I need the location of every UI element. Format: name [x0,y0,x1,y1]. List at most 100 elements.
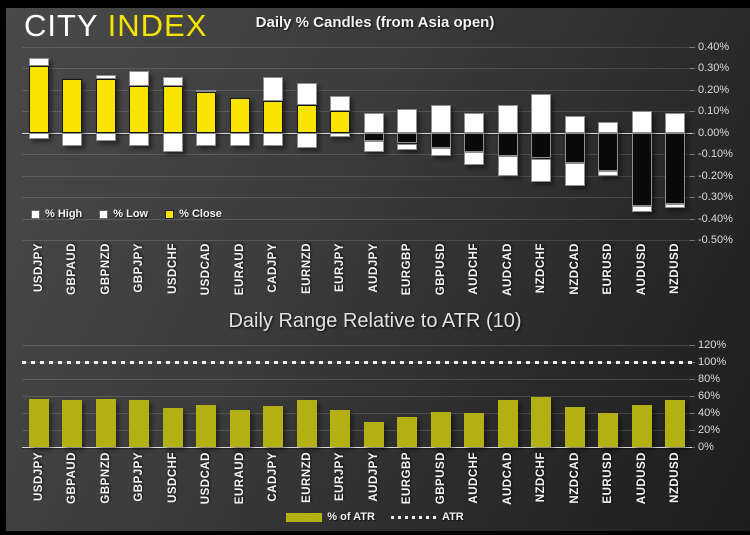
candles-plot-area [22,47,692,241]
high-segment [397,109,418,133]
x-axis-slot: EURJPY [324,452,358,508]
x-axis-label-eurjpy: EURJPY [334,243,347,293]
atr-reference-line [22,361,692,364]
x-axis-label-nzdusd: NZDUSD [669,452,682,503]
x-axis-label-audcad: AUDCAD [501,243,514,296]
x-axis-slot: AUDJPY [357,452,391,508]
atr-bar-usdchf [162,407,183,447]
atr-bar-usdcad [196,405,217,447]
candle-eurusd [598,47,619,240]
high-segment [598,122,619,133]
y-axis-label: -0.20% [698,169,733,182]
close-segment-down [598,132,619,172]
y-axis-tick [690,218,695,220]
close-swatch-icon [165,209,175,219]
x-axis-label-gbpaud: GBPAUD [66,243,79,295]
x-axis-slot: USDJPY [22,452,56,508]
x-axis-label-eurgbp: EURGBP [401,452,414,505]
y-axis-tick [690,68,695,70]
high-segment [263,77,284,101]
x-axis-slot: EURUSD [592,243,626,301]
atr-bar-eurgbp [397,417,418,447]
legend-label-atr: ATR [441,511,464,523]
x-axis-label-cadjpy: CADJPY [267,452,280,502]
close-segment-down [497,132,518,157]
y-axis-label: -0.40% [698,212,733,225]
atr-bar-nzdcad [564,407,585,447]
x-axis-label-nzdcad: NZDCAD [568,452,581,504]
high-segment [665,113,686,133]
candles-legend: % High % Low % Close [31,208,222,220]
atr-bar-nzdchf [531,396,552,447]
close-segment-up [330,111,351,133]
x-axis-label-audchf: AUDCHF [468,452,481,504]
atr-bar-audjpy [363,421,384,447]
high-segment [497,104,518,133]
x-axis-slot: EURAUD [223,452,257,508]
x-axis-label-audcad: AUDCAD [501,452,514,505]
candle-eurjpy [330,47,351,240]
logo-text-index: INDEX [107,8,208,43]
x-axis-slot: AUDCHF [458,452,492,508]
low-segment [531,158,552,183]
candle-nzdusd [665,47,686,240]
close-segment-down [464,132,485,153]
low-segment [330,132,351,138]
close-segment-up [263,100,284,133]
x-axis-label-nzdusd: NZDUSD [669,243,682,294]
gridline [22,89,692,91]
high-segment [564,115,585,133]
gridline [22,396,692,397]
low-swatch-icon [99,209,109,219]
low-segment [665,203,686,208]
close-segment-down [665,132,686,204]
legend-item-close: % Close [165,208,222,220]
candle-cadjpy [263,47,284,240]
gridline [22,240,692,241]
high-segment [28,57,49,67]
atr-bar-eurjpy [330,410,351,447]
gridline [22,218,692,220]
logo-text-city: CITY [24,8,99,43]
candle-audchf [464,47,485,240]
atr-y-axis: 120% 100% 80% 60% 40% 20% 0% [690,339,750,453]
legend-item-pct-of-atr: % of ATR [286,511,375,523]
y-axis-label: 40% [698,407,721,419]
y-axis-tick [690,379,695,380]
close-segment-up [162,85,183,133]
window-edge-bottom [0,531,750,535]
x-axis-slot: EURAUD [223,243,257,301]
atr-bar-gbpjpy [129,400,150,447]
x-axis-label-gbpnzd: GBPNZD [99,452,112,504]
y-axis-label: 0.10% [698,105,730,118]
x-axis-slot: NZDCAD [558,452,592,508]
gridline [22,379,692,380]
x-axis-label-eurgbp: EURGBP [401,243,414,296]
x-axis-label-eurnzd: EURNZD [300,452,313,503]
candle-gbpjpy [129,47,150,240]
x-axis-slot: CADJPY [257,452,291,508]
low-segment [196,132,217,146]
gridline [22,430,692,431]
candle-gbpnzd [95,47,116,240]
gridline [22,197,692,199]
x-axis-label-gbpjpy: GBPJPY [133,452,146,502]
gridline [22,413,692,414]
x-axis-slot: CADJPY [257,243,291,301]
x-axis-label-gbpaud: GBPAUD [66,452,79,504]
candles-x-axis: USDJPY GBPAUD GBPNZD GBPJPY USDCHF USDCAD EURA… [22,243,692,301]
atr-bar-audcad [497,400,518,447]
x-axis-label-euraud: EURAUD [233,243,246,296]
x-axis-label-nzdcad: NZDCAD [568,243,581,295]
close-segment-up [28,66,49,133]
x-axis-label-usdchf: USDCHF [166,243,179,294]
y-axis-tick [690,175,695,177]
low-segment [631,205,652,213]
y-axis-label: 0% [698,441,714,453]
x-axis-slot: AUDCAD [491,452,525,508]
y-axis-tick [690,89,695,91]
candle-nzdcad [564,47,585,240]
x-axis-slot: EURNZD [290,452,324,508]
x-axis-slot: EURJPY [324,243,358,301]
low-segment [598,171,619,176]
